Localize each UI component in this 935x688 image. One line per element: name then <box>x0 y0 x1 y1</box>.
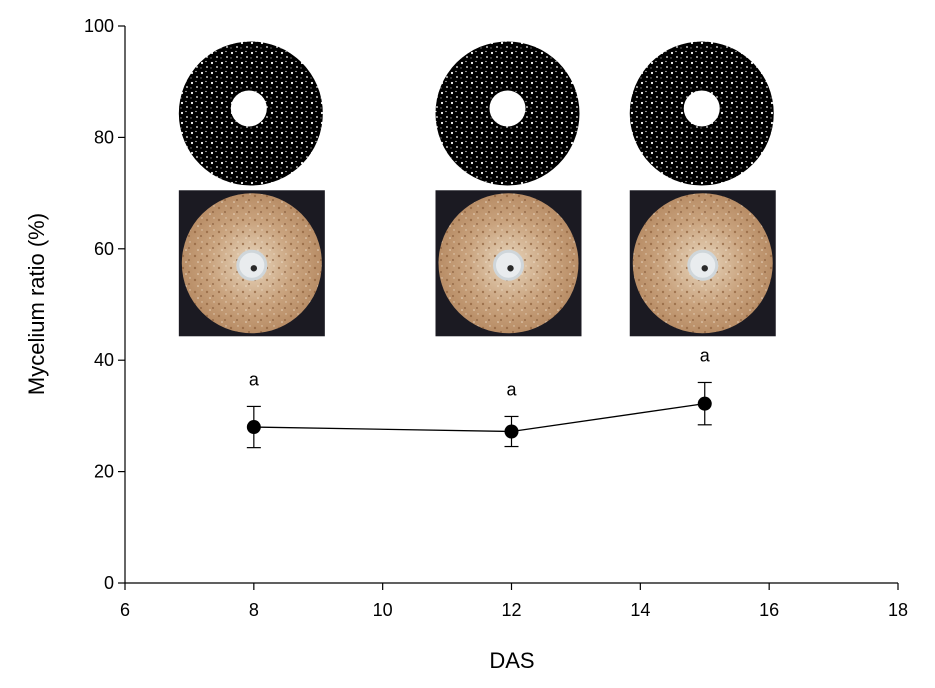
photo-center-plug <box>236 249 268 281</box>
data-point <box>504 424 519 439</box>
binary-mask-hole <box>230 90 267 127</box>
photo-center-dot <box>507 265 514 272</box>
photo-center-dot <box>701 265 708 272</box>
y-tick-label: 100 <box>84 16 114 36</box>
x-tick-label: 6 <box>120 600 130 620</box>
significance-letter: a <box>506 379 517 399</box>
photo-center-dot <box>250 265 258 272</box>
x-tick-label: 14 <box>630 600 650 620</box>
binary-mask-hole <box>683 90 720 127</box>
series-line <box>253 403 705 433</box>
y-tick-label: 40 <box>94 350 114 370</box>
photo-center-plug <box>687 249 719 281</box>
x-tick-label: 8 <box>249 600 259 620</box>
data-series: a a a <box>246 345 712 449</box>
y-tick-label: 80 <box>94 127 114 147</box>
significance-letter: a <box>700 345 711 365</box>
y-tick-label: 0 <box>104 573 114 593</box>
data-point <box>697 396 712 411</box>
data-point <box>246 420 261 435</box>
inset-images <box>178 41 776 337</box>
inset-image-group <box>435 41 582 337</box>
x-ticks: 6 8 10 12 14 16 18 <box>120 583 908 620</box>
photo-center-plug <box>493 249 524 281</box>
inset-image-group <box>629 41 776 337</box>
y-tick-label: 20 <box>94 462 114 482</box>
y-ticks: 0 20 40 60 80 100 <box>84 16 125 593</box>
x-tick-label: 10 <box>373 600 393 620</box>
x-tick-label: 12 <box>501 600 521 620</box>
inset-image-group <box>178 41 325 337</box>
x-axis-title: DAS <box>489 648 534 673</box>
x-tick-label: 16 <box>759 600 779 620</box>
y-axis-title: Mycelium ratio (%) <box>24 213 49 395</box>
x-tick-label: 18 <box>888 600 908 620</box>
y-tick-label: 60 <box>94 239 114 259</box>
binary-mask-hole <box>489 90 526 127</box>
significance-letter: a <box>249 369 260 389</box>
